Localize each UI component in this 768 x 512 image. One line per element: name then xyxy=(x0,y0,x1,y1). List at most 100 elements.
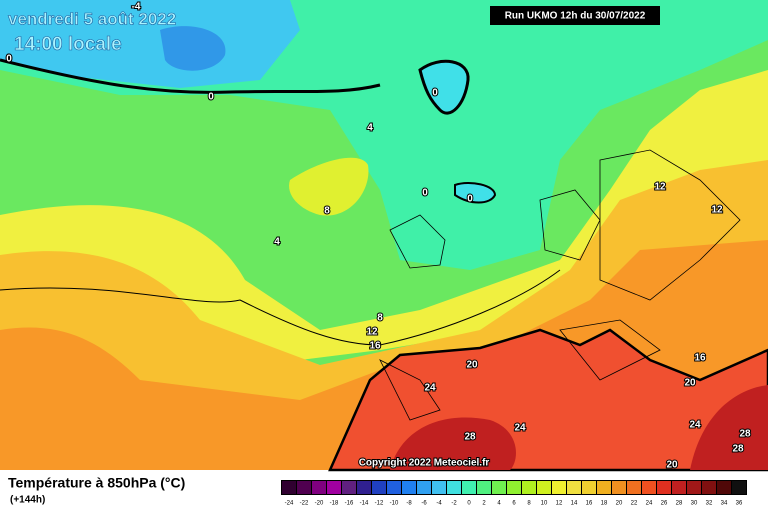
scale-label: 14 xyxy=(571,501,578,507)
color-swatch xyxy=(642,481,656,494)
color-swatch xyxy=(657,481,671,494)
contour-label: 24 xyxy=(689,420,701,431)
color-swatch xyxy=(732,481,746,494)
extreme-region xyxy=(690,385,768,470)
scale-label: 2 xyxy=(482,501,486,507)
contour-label: 28 xyxy=(739,429,751,440)
contour-label: 12 xyxy=(711,205,723,216)
contour-label: 12 xyxy=(366,327,378,338)
contour-label: 16 xyxy=(369,341,381,352)
run-label: Run UKMO 12h du 30/07/2022 xyxy=(505,11,646,22)
run-box xyxy=(490,6,660,25)
contour-label: 8 xyxy=(324,206,330,217)
scale-label: 16 xyxy=(586,501,593,507)
contour-label: 8 xyxy=(377,313,383,324)
scale-label: 22 xyxy=(631,501,638,507)
scale-label: 30 xyxy=(691,501,698,507)
color-swatch xyxy=(492,481,506,494)
scale-label: 34 xyxy=(721,501,728,507)
color-swatch xyxy=(507,481,521,494)
color-swatch xyxy=(717,481,731,494)
contour-label: 12 xyxy=(654,182,666,193)
scale-label: 32 xyxy=(706,501,713,507)
color-swatch xyxy=(627,481,641,494)
map: Run UKMO 12h du 30/07/2022 vendredi 5 ao… xyxy=(0,0,768,472)
contour-line xyxy=(0,269,561,346)
color-swatch xyxy=(522,481,536,494)
contour-label: 4 xyxy=(367,123,373,134)
contour-label: 0 xyxy=(422,188,428,199)
color-swatch xyxy=(312,481,326,494)
scale-label: 10 xyxy=(541,501,548,507)
color-swatch xyxy=(597,481,611,494)
scale-label: 28 xyxy=(676,501,683,507)
scale-label: -8 xyxy=(406,501,412,507)
color-scale: -24 -22 -20 -18 -16 -14 -12 -10 -8 -6 -4 -2 0 2 4 6 8 10 1… xyxy=(281,480,747,507)
date-label: vendredi 5 août 2022 xyxy=(8,9,176,28)
scale-label: 20 xyxy=(616,501,623,507)
contour-label: 24 xyxy=(424,383,436,394)
contour-label: 0 xyxy=(208,92,214,103)
contour-label: 24 xyxy=(514,423,526,434)
color-swatch xyxy=(672,481,686,494)
coastlines xyxy=(379,149,741,421)
scale-label: 26 xyxy=(661,501,668,507)
scale-label: -6 xyxy=(421,501,427,507)
contour-label: 0 xyxy=(6,54,12,65)
color-swatch xyxy=(432,481,446,494)
scale-label: -4 xyxy=(436,501,442,507)
cold-pocket xyxy=(418,59,470,115)
contour-label: -4 xyxy=(132,2,141,13)
scale-label: -22 xyxy=(300,501,309,507)
copyright: Copyright 2022 Meteociel.fr xyxy=(359,458,490,469)
color-swatch xyxy=(327,481,341,494)
scale-label: -14 xyxy=(360,501,369,507)
scale-label: -2 xyxy=(451,501,457,507)
time-label: 14:00 locale xyxy=(14,34,122,55)
scale-label: -20 xyxy=(315,501,324,507)
color-swatch xyxy=(537,481,551,494)
scale-label: -16 xyxy=(345,501,354,507)
colder-region xyxy=(160,26,226,71)
contour-zero xyxy=(0,58,381,94)
contour-label: 0 xyxy=(432,88,438,99)
contour-label: 20 xyxy=(466,360,478,371)
warm-pocket xyxy=(289,157,369,216)
scale-label: 36 xyxy=(736,501,743,507)
color-swatch xyxy=(687,481,701,494)
lead-time: (+144h) xyxy=(10,495,45,506)
contour-label: 20 xyxy=(684,378,696,389)
color-swatch xyxy=(357,481,371,494)
extreme-region xyxy=(390,417,516,470)
color-swatch xyxy=(477,481,491,494)
scale-label: 0 xyxy=(467,501,471,507)
contour-label: 0 xyxy=(6,54,12,65)
scale-label: 24 xyxy=(646,501,653,507)
scale-label: 8 xyxy=(527,501,531,507)
color-swatch xyxy=(387,481,401,494)
color-swatch xyxy=(612,481,626,494)
scale-label: -18 xyxy=(330,501,339,507)
color-swatch xyxy=(342,481,356,494)
color-swatch xyxy=(417,481,431,494)
color-swatch xyxy=(702,481,716,494)
cold-pocket xyxy=(454,182,497,204)
scale-label: 12 xyxy=(556,501,563,507)
color-swatch xyxy=(552,481,566,494)
contour-label: 4 xyxy=(274,237,280,248)
color-swatch xyxy=(567,481,581,494)
color-swatch xyxy=(372,481,386,494)
color-swatch xyxy=(447,481,461,494)
color-swatch xyxy=(462,481,476,494)
contour-label: 28 xyxy=(464,432,476,443)
legend-title: Température à 850hPa (°C) xyxy=(8,475,185,491)
color-swatch xyxy=(282,481,296,494)
scale-label: 6 xyxy=(512,501,516,507)
scale-label: -24 xyxy=(285,501,294,507)
scale-label: 4 xyxy=(497,501,501,507)
color-swatch xyxy=(402,481,416,494)
contour-label: 28 xyxy=(732,444,744,455)
scale-label: -12 xyxy=(375,501,384,507)
